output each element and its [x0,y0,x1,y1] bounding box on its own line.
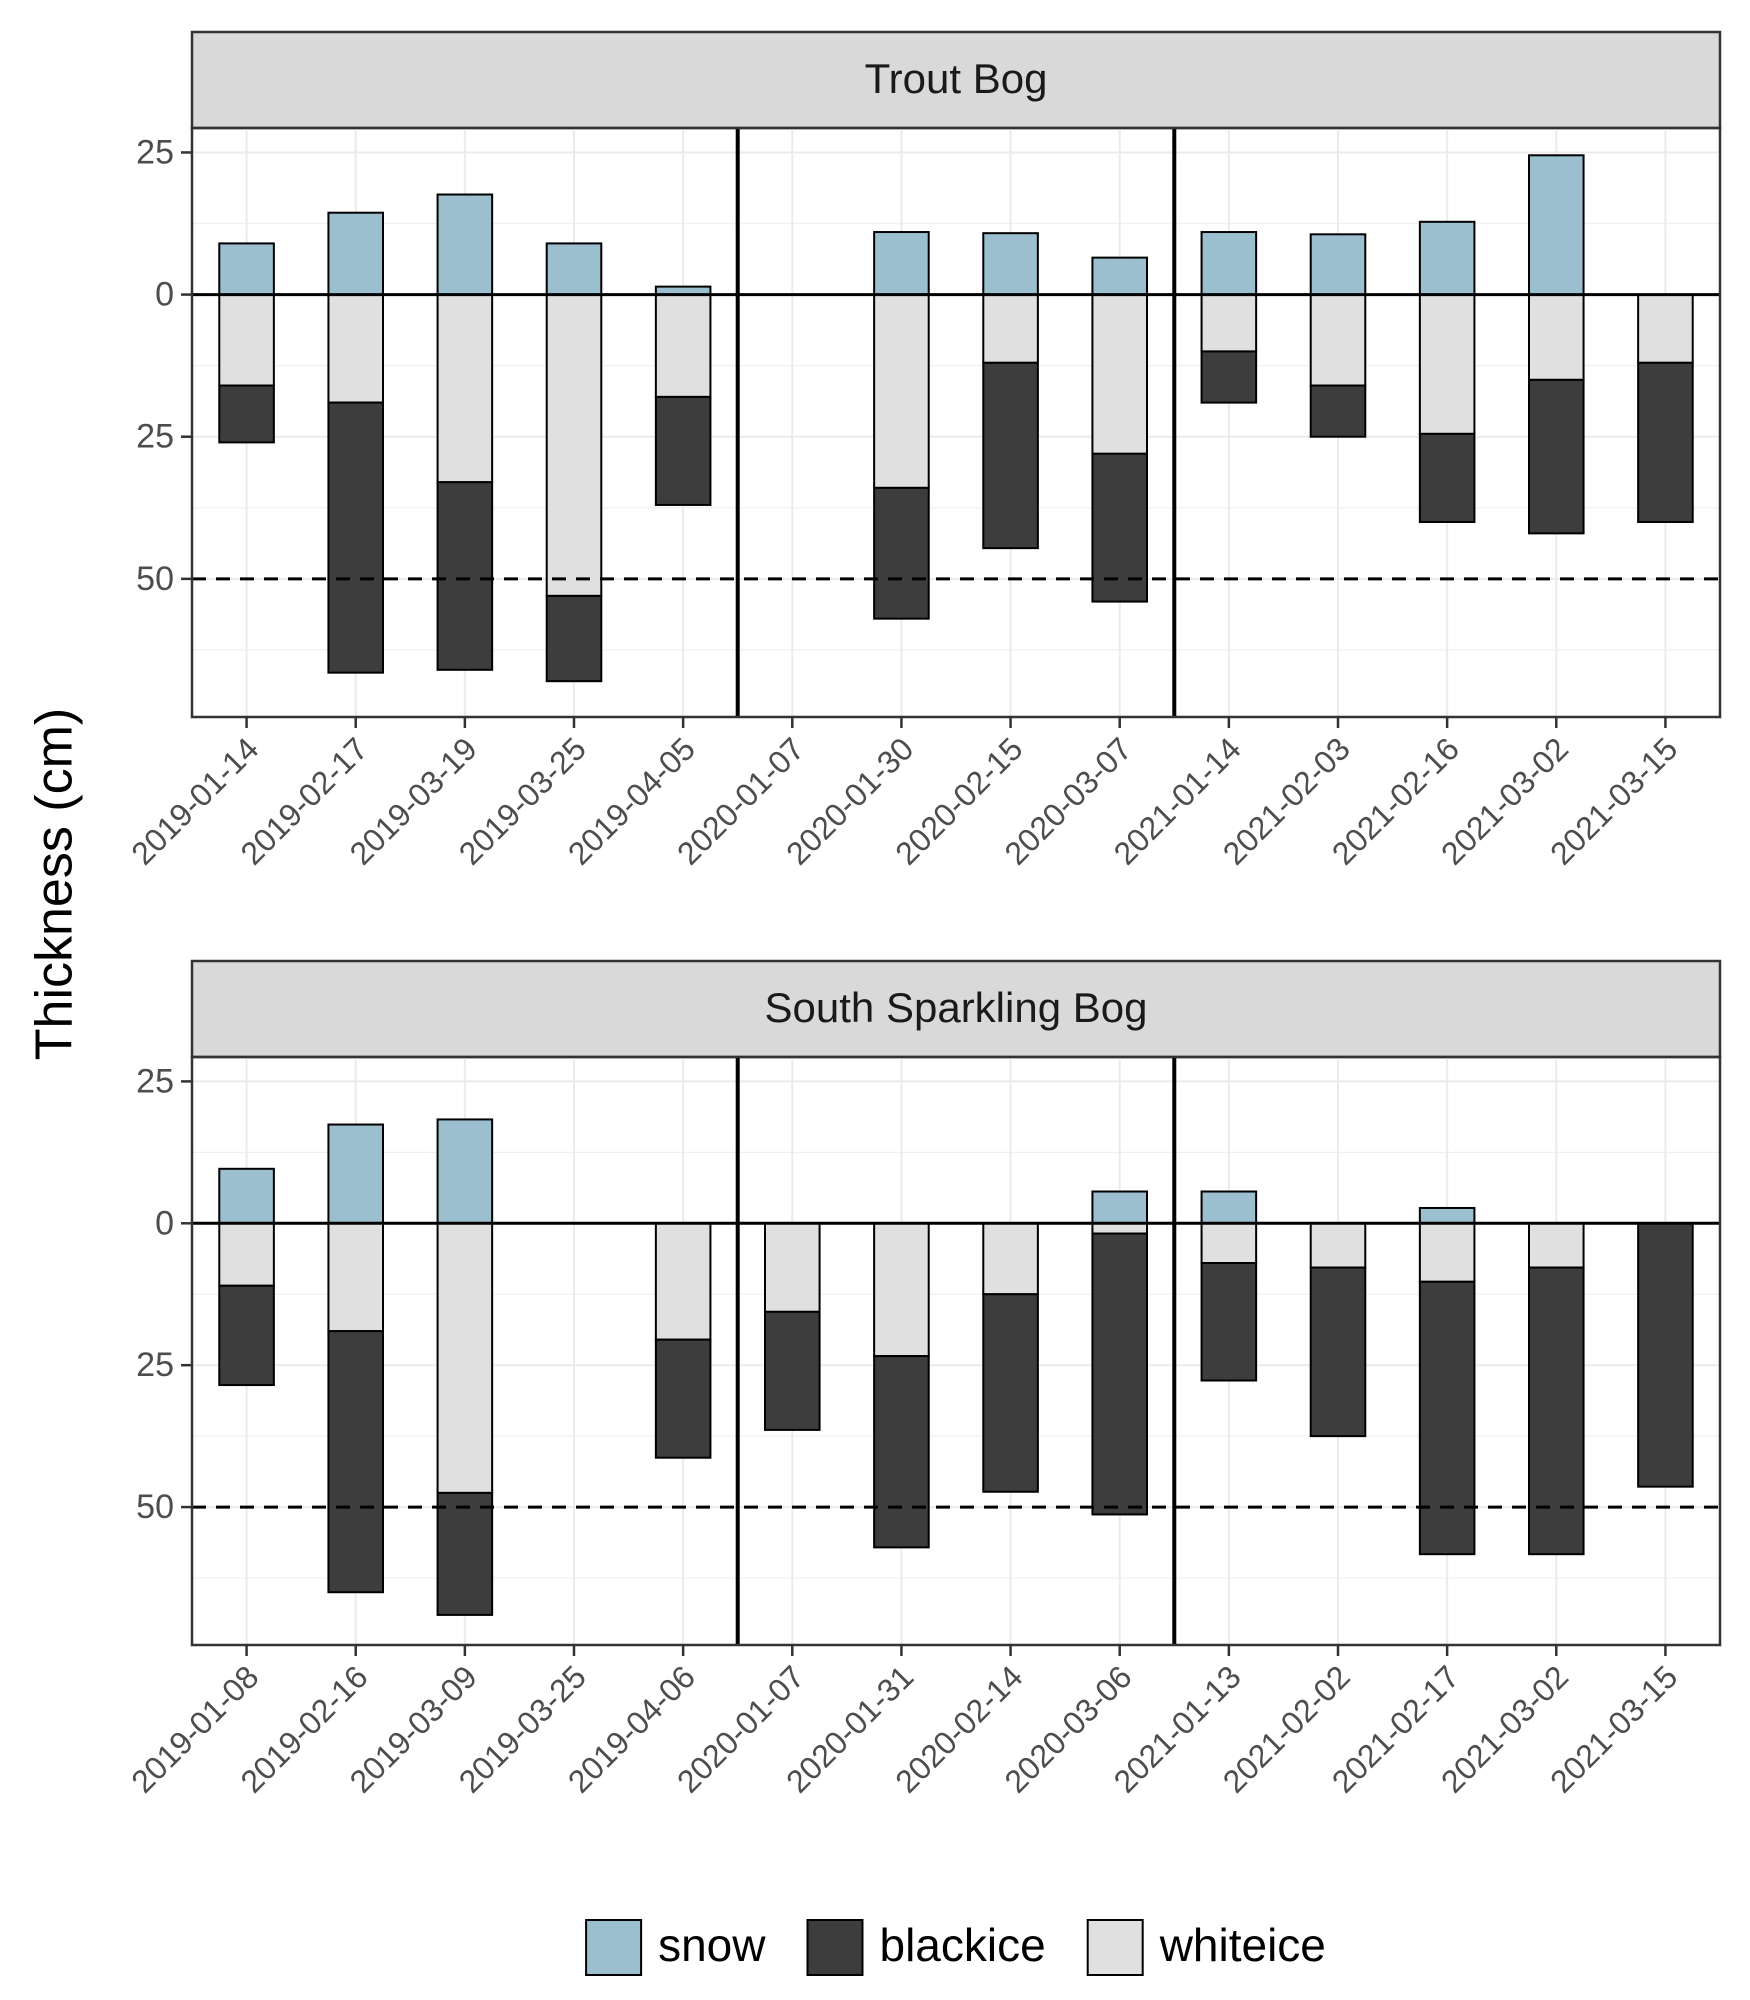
y-tick-label: 25 [136,1062,174,1100]
bar-segment [327,1123,384,1225]
legend-key [1086,1919,1144,1976]
legend-item: whiteice [1086,1919,1326,1976]
bar-segment [545,594,603,683]
bar-segment [327,401,384,674]
bar-segment [218,1167,275,1225]
legend-item: blackice [806,1919,1046,1976]
bar-segment [218,242,275,296]
bar-segment [218,293,275,387]
bar-segment [873,1355,930,1549]
bar-segment [1418,220,1476,296]
plot-border [190,1055,1722,1647]
bar-segment [654,1222,712,1341]
bar-segment [1091,1190,1149,1225]
bar-segment [1309,1222,1367,1269]
bar-segment [436,1491,494,1616]
bar-segment [654,293,712,398]
bar-segment [1200,293,1258,353]
bar-segment [218,384,275,444]
bar-segment [1418,1206,1476,1225]
bar-segment [218,1222,275,1287]
bar-segment [436,193,494,296]
y-axis-label: Thickness (cm) [26,708,84,1060]
bar-segment [982,232,1039,296]
bar-segment [764,1310,821,1431]
facet-title: Trout Bog [865,55,1048,102]
bar-segment [982,1293,1039,1493]
bar-segment [1418,1222,1476,1283]
bar-segment [1418,1280,1476,1556]
legend-key [806,1919,864,1976]
bar-segment [1200,1190,1258,1225]
bar-segment [1091,256,1149,296]
bar-segment [218,1284,275,1387]
bar-segment [545,242,603,296]
bar-segment [1091,293,1149,455]
bar-segment [1528,1266,1585,1556]
bar-segment [764,1222,821,1313]
bar-segment [1528,154,1585,296]
bar-segment [545,293,603,597]
bar-segment [1528,293,1585,381]
bar-segment [873,293,930,489]
bar-segment [327,293,384,404]
bar-segment [327,211,384,296]
bar-segment [1528,378,1585,535]
bar-segment [1528,1222,1585,1269]
bar-segment [1637,1222,1694,1488]
y-tick-label: 0 [155,276,174,314]
bar-segment [982,1222,1039,1296]
y-tick-label: 25 [136,418,174,456]
facet-title: South Sparkling Bog [765,984,1148,1031]
y-tick-label: 50 [136,1488,174,1526]
legend-label: whiteice [1159,1919,1326,1971]
bar-segment [327,1330,384,1594]
legend-label: blackice [879,1919,1045,1971]
y-tick-label: 25 [136,1346,174,1384]
bar-segment [982,293,1039,364]
bar-segment [873,231,930,296]
bar-segment [1200,350,1258,404]
bar-segment [436,1222,494,1494]
facet-strip [190,959,1722,1059]
legend-key [585,1919,643,1976]
bar-segment [982,361,1039,550]
bar-segment [1091,452,1149,603]
facet-strip [190,30,1722,130]
y-tick-label: 50 [136,560,174,598]
bar-segment [436,1118,494,1225]
bar-segment [1418,293,1476,435]
y-tick-label: 25 [136,133,174,171]
bar-segment [1418,432,1476,523]
legend-item: snow [585,1919,766,1976]
bar-segment [436,293,494,484]
bar-segment [1200,1222,1258,1265]
bar-segment [1091,1222,1149,1235]
bar-segment [654,1338,712,1459]
bar-segment [1309,293,1367,387]
bar-segment [654,395,712,506]
bar-segment [327,1222,384,1333]
bar-segment [1309,1266,1367,1438]
bar-segment [1309,233,1367,296]
plot-border [190,126,1722,719]
legend-label: snow [658,1919,766,1971]
bar-segment [1091,1232,1149,1516]
bar-segment [873,1222,930,1358]
bar-segment [1637,361,1694,523]
bar-segment [436,481,494,671]
bar-segment [1309,384,1367,438]
bar-segment [1200,231,1258,296]
bar-segment [1637,293,1694,364]
bar-segment [873,486,930,620]
bar-segment [1200,1262,1258,1382]
y-tick-label: 0 [155,1204,174,1242]
